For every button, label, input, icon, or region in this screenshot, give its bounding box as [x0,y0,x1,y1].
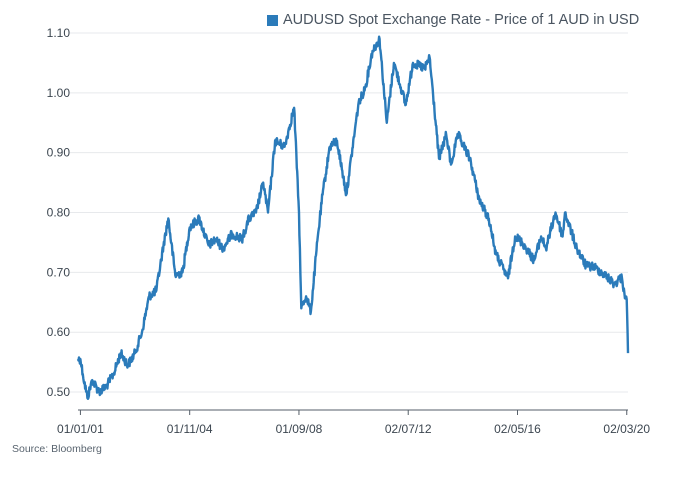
y-tick-label: 0.70 [47,265,71,279]
series-layer [76,35,630,400]
source-note: Source: Bloomberg [12,443,102,455]
x-axis: 01/01/01 01/11/04 01/09/08 02/07/12 02/05/16… [57,409,650,436]
series-line [76,35,630,400]
y-tick-label: 0.60 [47,325,71,339]
y-tick-label: 1.00 [47,86,71,100]
y-tick-label: 0.80 [47,206,71,220]
y-axis-ticks: 0.50 0.60 0.70 0.80 0.90 1.00 1.10 [47,26,71,399]
y-tick-label: 1.10 [47,26,71,40]
legend-label: AUDUSD Spot Exchange Rate - Price of 1 A… [283,12,640,28]
legend: AUDUSD Spot Exchange Rate - Price of 1 A… [267,12,639,28]
x-tick-label: 02/03/20 [603,422,650,436]
x-tick-label: 02/05/16 [494,422,541,436]
y-tick-label: 0.50 [47,385,71,399]
x-tick-label: 01/01/01 [57,422,104,436]
y-tick-label: 0.90 [47,146,71,160]
legend-swatch [267,14,278,26]
gridlines [70,32,628,393]
x-tick-label: 02/07/12 [385,422,432,436]
x-tick-label: 01/09/08 [276,422,323,436]
x-tick-label: 01/11/04 [167,422,213,436]
